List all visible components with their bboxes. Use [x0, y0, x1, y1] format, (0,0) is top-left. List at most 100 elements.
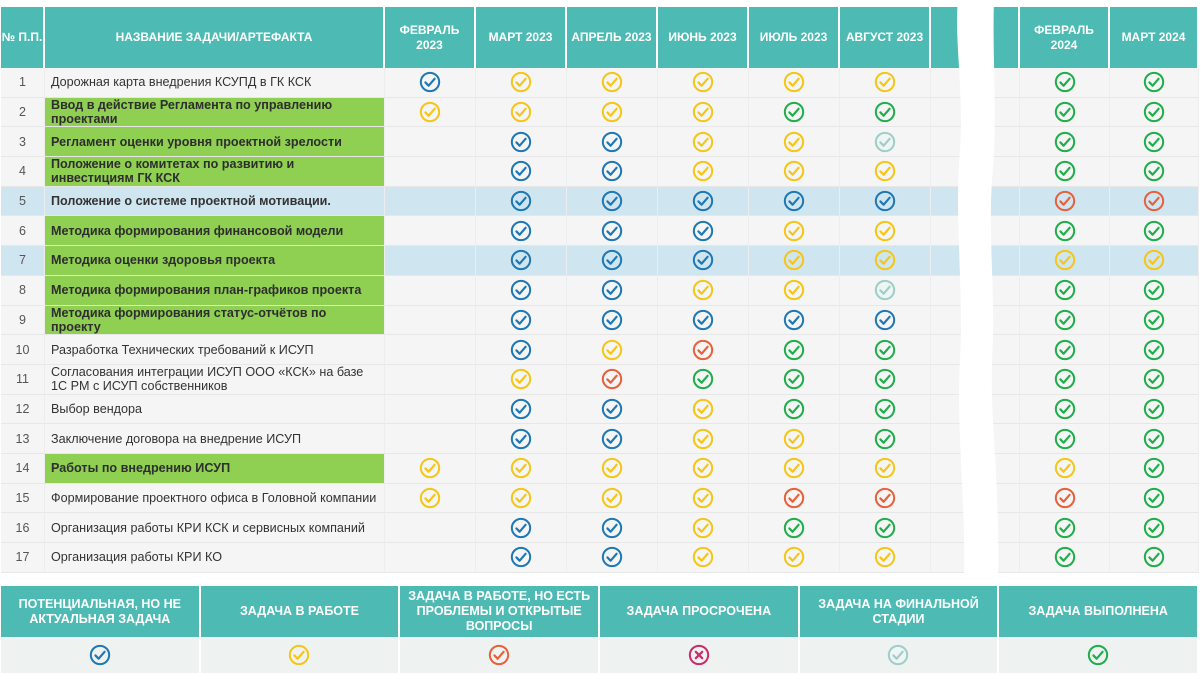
status-cell — [1110, 275, 1199, 306]
check-circle-icon — [874, 250, 896, 271]
status-cell — [1020, 394, 1110, 425]
status-cell — [567, 453, 658, 484]
check-circle-icon — [692, 517, 714, 538]
status-cell — [840, 186, 931, 217]
check-circle-icon — [1054, 309, 1075, 331]
status-cell — [567, 97, 658, 128]
status-cell — [1020, 246, 1110, 276]
status-cell — [1020, 68, 1110, 98]
check-circle-icon — [419, 101, 441, 123]
status-cell — [1020, 453, 1110, 484]
status-cell — [749, 157, 840, 187]
row-number: 7 — [1, 246, 45, 276]
check-circle-icon — [1054, 487, 1075, 509]
status-cell — [476, 543, 567, 573]
check-circle-icon — [510, 101, 532, 123]
check-circle-icon — [419, 487, 441, 509]
status-cell — [1020, 127, 1110, 158]
check-circle-icon — [1054, 369, 1075, 390]
status-cell — [840, 483, 931, 514]
status-cell — [385, 186, 476, 217]
check-circle-icon — [1054, 220, 1075, 241]
status-cell — [1110, 424, 1199, 454]
check-circle-icon — [692, 339, 714, 360]
check-circle-icon — [874, 309, 896, 331]
check-circle-icon — [783, 369, 805, 390]
check-circle-icon — [783, 458, 805, 479]
status-cell — [1020, 275, 1110, 306]
status-cell — [658, 97, 749, 128]
header-month: ИЮЛЬ 2023 — [749, 7, 840, 68]
status-cell — [567, 127, 658, 158]
check-circle-icon — [510, 220, 532, 241]
row-number: 3 — [1, 127, 45, 158]
legend-icon-cell — [1, 637, 201, 673]
status-cell — [658, 513, 749, 543]
check-circle-icon — [888, 644, 909, 666]
status-cell — [567, 364, 658, 395]
status-cell — [1110, 186, 1199, 217]
header-num: № П.П. — [1, 7, 45, 68]
status-cell — [385, 543, 476, 573]
status-cell — [1110, 453, 1199, 484]
status-cell — [476, 483, 567, 514]
status-cell — [749, 513, 840, 543]
check-circle-icon — [1143, 190, 1165, 212]
check-circle-icon — [510, 250, 532, 271]
check-circle-icon — [874, 487, 896, 509]
status-cell — [840, 424, 931, 454]
row-number: 2 — [1, 97, 45, 128]
check-circle-icon — [783, 339, 805, 360]
status-cell — [385, 216, 476, 247]
check-circle-icon — [1143, 131, 1165, 152]
row-number: 6 — [1, 216, 45, 247]
status-cell — [385, 127, 476, 158]
check-circle-icon — [874, 458, 896, 479]
status-cell — [476, 513, 567, 543]
legend-icon-cell — [999, 637, 1199, 673]
check-circle-icon — [874, 517, 896, 538]
status-cell — [840, 453, 931, 484]
check-circle-icon — [510, 339, 532, 360]
status-cell — [1110, 127, 1199, 158]
check-circle-icon — [1054, 458, 1075, 479]
check-circle-icon — [510, 428, 532, 449]
legend-label: ЗАДАЧА В РАБОТЕ — [200, 586, 401, 637]
status-cell — [567, 68, 658, 98]
check-circle-icon — [692, 131, 714, 152]
header-month: ФЕВРАЛЬ 2023 — [385, 7, 476, 68]
check-circle-icon — [692, 547, 714, 568]
status-cell — [658, 275, 749, 306]
status-cell — [1110, 543, 1199, 573]
check-circle-icon — [874, 220, 896, 241]
task-name: Ввод в действие Регламента по управлению… — [45, 97, 385, 128]
check-circle-icon — [601, 101, 623, 123]
header-month: ИЮНЬ 2023 — [658, 7, 749, 68]
check-circle-icon — [510, 72, 532, 93]
check-circle-icon — [1054, 279, 1075, 301]
check-circle-icon — [1143, 161, 1165, 182]
check-circle-icon — [510, 487, 532, 509]
status-cell — [476, 157, 567, 187]
status-cell — [658, 543, 749, 573]
check-circle-icon — [783, 517, 805, 538]
status-cell — [1020, 483, 1110, 514]
status-cell — [749, 543, 840, 573]
status-cell — [840, 513, 931, 543]
check-circle-icon — [692, 428, 714, 449]
check-circle-icon — [1054, 161, 1075, 182]
check-circle-icon — [874, 339, 896, 360]
check-circle-icon — [510, 458, 532, 479]
status-cell — [749, 186, 840, 217]
task-name: Методика формирования план-графиков прое… — [45, 275, 385, 306]
status-cell — [1020, 305, 1110, 336]
check-circle-icon — [692, 309, 714, 331]
check-circle-icon — [692, 101, 714, 123]
check-circle-icon — [510, 279, 532, 301]
status-cell — [567, 157, 658, 187]
status-cell — [385, 394, 476, 425]
status-cell — [1020, 216, 1110, 247]
task-name: Методика формирования статус-отчётов по … — [45, 305, 385, 336]
check-circle-icon — [601, 190, 623, 212]
status-cell — [1110, 246, 1199, 276]
